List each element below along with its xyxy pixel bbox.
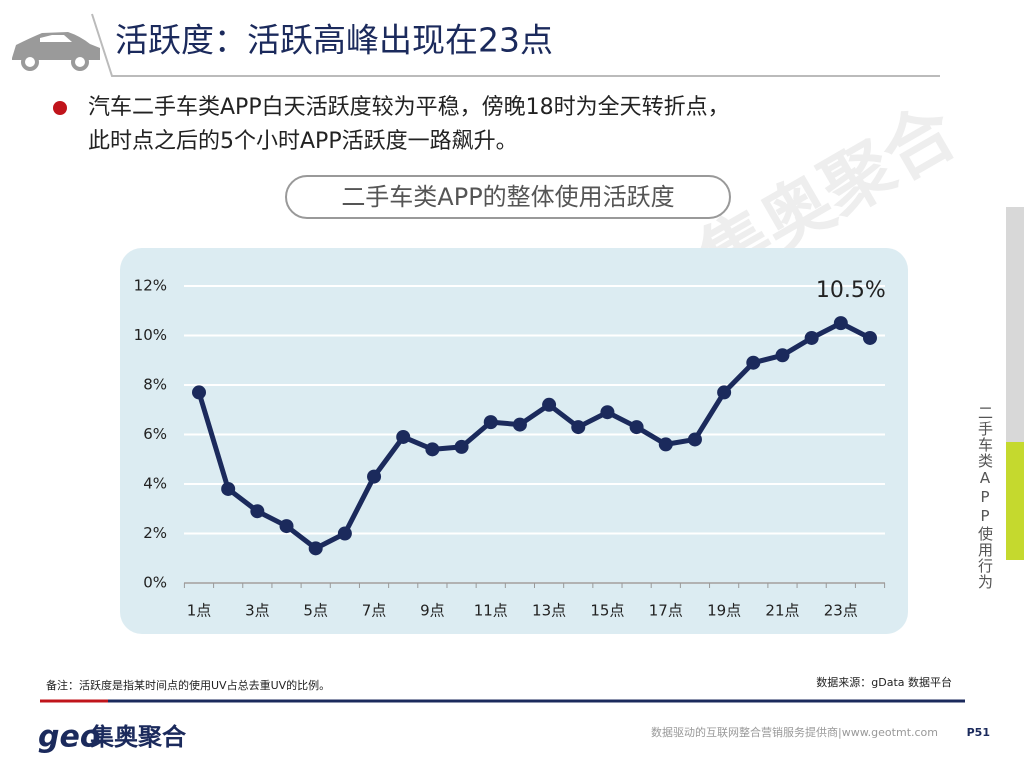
x-tick-label: 9点: [420, 602, 445, 620]
title-rule: [91, 13, 940, 77]
chart-title: 二手车类APP的整体使用活跃度: [341, 183, 674, 211]
data-point: [483, 415, 498, 430]
data-point: [396, 429, 411, 444]
chart-title-pill: [285, 175, 731, 219]
data-point: [629, 420, 644, 435]
bullet-text: 汽车二手车类APP白天活跃度较为平稳，傍晚18时为全天转折点，: [88, 95, 730, 120]
y-tick-label: 2%: [143, 524, 167, 542]
data-point: [717, 385, 732, 400]
page-title: 活跃度：活跃高峰出现在23点: [115, 21, 553, 60]
x-tick-label: 21点: [765, 602, 799, 620]
note: 备注：活跃度是指某时间点的使用UV占总去重UV的比例。: [46, 678, 330, 692]
y-tick-label: 4%: [143, 475, 167, 493]
x-tick-label: 7点: [362, 602, 387, 620]
x-tick-label: 11点: [474, 602, 508, 620]
y-tick-label: 0%: [143, 574, 167, 592]
bullet-text: 此时点之后的5个小时APP活跃度一路飙升。: [88, 129, 518, 154]
x-tick-label: 13点: [532, 602, 566, 620]
data-point: [833, 316, 848, 331]
car-icon: [12, 32, 100, 71]
page-number: P51: [967, 726, 990, 739]
data-point: [279, 519, 294, 534]
data-point: [687, 432, 702, 447]
data-point: [863, 330, 877, 345]
x-tick-label: 5点: [303, 602, 328, 620]
data-point: [775, 348, 790, 363]
data-point: [454, 439, 469, 454]
data-point: [804, 330, 819, 345]
data-label: 10.5%: [816, 278, 886, 303]
side-label: 二手车类APP使用行为: [976, 405, 994, 590]
logo-mark: geo: [38, 720, 100, 755]
chart-panel: [120, 248, 908, 634]
x-tick-label: 17点: [649, 602, 683, 620]
data-point: [192, 385, 206, 400]
data-point: [221, 481, 236, 496]
data-point: [308, 541, 323, 556]
x-tick-label: 1点: [187, 602, 212, 620]
x-tick-label: 19点: [707, 602, 741, 620]
x-tick-label: 23点: [824, 602, 858, 620]
data-point: [658, 437, 673, 452]
y-tick-label: 6%: [143, 425, 167, 443]
data-point: [425, 442, 440, 457]
x-tick-label: 3点: [245, 602, 270, 620]
data-point: [512, 417, 527, 432]
y-tick-label: 12%: [134, 277, 167, 295]
bullet-dot: [53, 101, 67, 115]
side-bar: [1006, 207, 1024, 442]
tagline: 数据驱动的互联网整合营销服务提供商|www.geotmt.com: [651, 725, 938, 739]
logo-text: 集奥聚合: [89, 723, 187, 751]
data-point: [542, 397, 557, 412]
plot: 0% 2% 4% 6% 8% 10% 12% 1点 3点 5点 7点 9点 11点 13点 15点 17点 19…: [134, 277, 886, 620]
data-point: [250, 504, 265, 519]
source: 数据来源：gData 数据平台: [816, 675, 952, 689]
side-bar-accent: [1006, 442, 1024, 560]
x-tick-label: 15点: [590, 602, 624, 620]
data-point: [367, 469, 382, 484]
data-point: [337, 526, 352, 541]
y-tick-label: 8%: [143, 376, 167, 394]
data-point: [746, 355, 761, 370]
data-point: [600, 405, 615, 420]
y-tick-label: 10%: [134, 326, 167, 344]
data-point: [571, 420, 586, 435]
